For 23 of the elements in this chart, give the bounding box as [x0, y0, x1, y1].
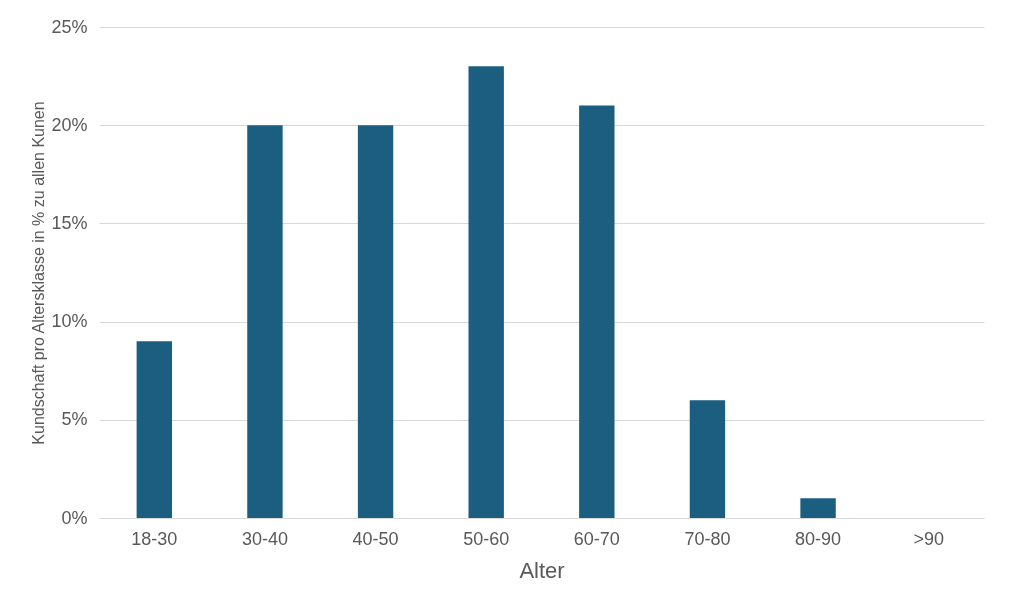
x-tick-label: 30-40	[241, 528, 288, 549]
bar	[247, 125, 283, 518]
y-tick-label: 5%	[61, 409, 88, 430]
x-tick-label: 80-90	[795, 528, 842, 549]
y-tick-label: 0%	[61, 507, 88, 528]
x-tick-label: 18-30	[131, 528, 178, 549]
y-tick-label: 20%	[51, 114, 88, 135]
x-tick-label: >90	[913, 528, 944, 549]
x-tick-label: 40-50	[352, 528, 399, 549]
y-tick-label: 10%	[51, 311, 88, 332]
y-axis-title: Kundschaft pro Altersklasse in % zu allen Kunen	[30, 101, 48, 445]
y-tick-label: 25%	[51, 16, 88, 37]
x-tick-label: 50-60	[463, 528, 510, 549]
bar	[357, 125, 394, 518]
x-tick-label: 70-80	[684, 528, 731, 549]
bar	[689, 400, 726, 518]
x-axis-title: Alter	[519, 557, 565, 583]
bar	[468, 66, 504, 518]
y-tick-label: 15%	[51, 212, 88, 233]
bar	[800, 498, 836, 518]
x-tick-label: 60-70	[573, 528, 620, 549]
bar	[136, 341, 173, 518]
bar	[579, 105, 615, 518]
